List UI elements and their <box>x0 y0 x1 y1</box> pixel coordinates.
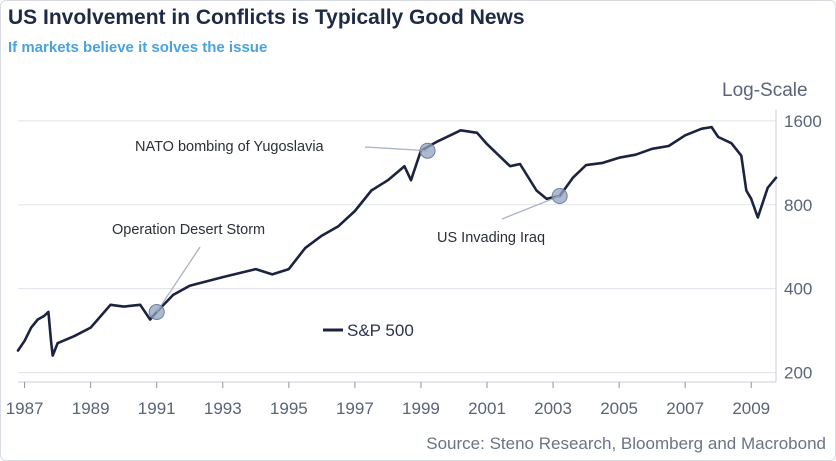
annotation-leader-line <box>364 146 428 152</box>
chart-subtitle: If markets believe it solves the issue <box>8 39 268 56</box>
annotation-marker <box>148 303 165 320</box>
x-tick-label: 1997 <box>336 399 374 418</box>
x-tick-label: 2001 <box>468 399 506 418</box>
y-tick-label: 800 <box>784 196 812 215</box>
y-tick-label: 200 <box>784 364 812 383</box>
y-tick-label: 1600 <box>784 112 822 131</box>
annotation-leader-line <box>156 246 201 313</box>
x-tick-label: 1991 <box>138 399 176 418</box>
x-tick-label: 2009 <box>732 399 770 418</box>
annotation-marker <box>551 187 568 204</box>
annotation-label: NATO bombing of Yugoslavia <box>135 139 325 155</box>
legend-label: S&P 500 <box>347 321 414 340</box>
series-line-sp500 <box>16 125 778 357</box>
x-tick-label: 1993 <box>204 399 242 418</box>
annotation-label: Operation Desert Storm <box>112 222 265 238</box>
chart-title: US Involvement in Conflicts is Typically… <box>8 6 525 29</box>
annotation-leader-line <box>501 195 560 220</box>
annotation-marker <box>419 142 436 159</box>
x-tick-label: 2003 <box>534 399 572 418</box>
x-tick-label: 2005 <box>600 399 638 418</box>
source-note: Source: Steno Research, Bloomberg and Ma… <box>426 434 826 453</box>
x-tick-label: 2007 <box>666 399 704 418</box>
annotation-label: US Invading Iraq <box>437 230 545 246</box>
x-tick-label: 1987 <box>6 399 44 418</box>
x-tick-label: 1989 <box>72 399 110 418</box>
y-tick-label: 400 <box>784 280 812 299</box>
y-scale-label: Log-Scale <box>722 80 808 101</box>
x-tick-label: 1995 <box>270 399 308 418</box>
x-tick-label: 1999 <box>402 399 440 418</box>
